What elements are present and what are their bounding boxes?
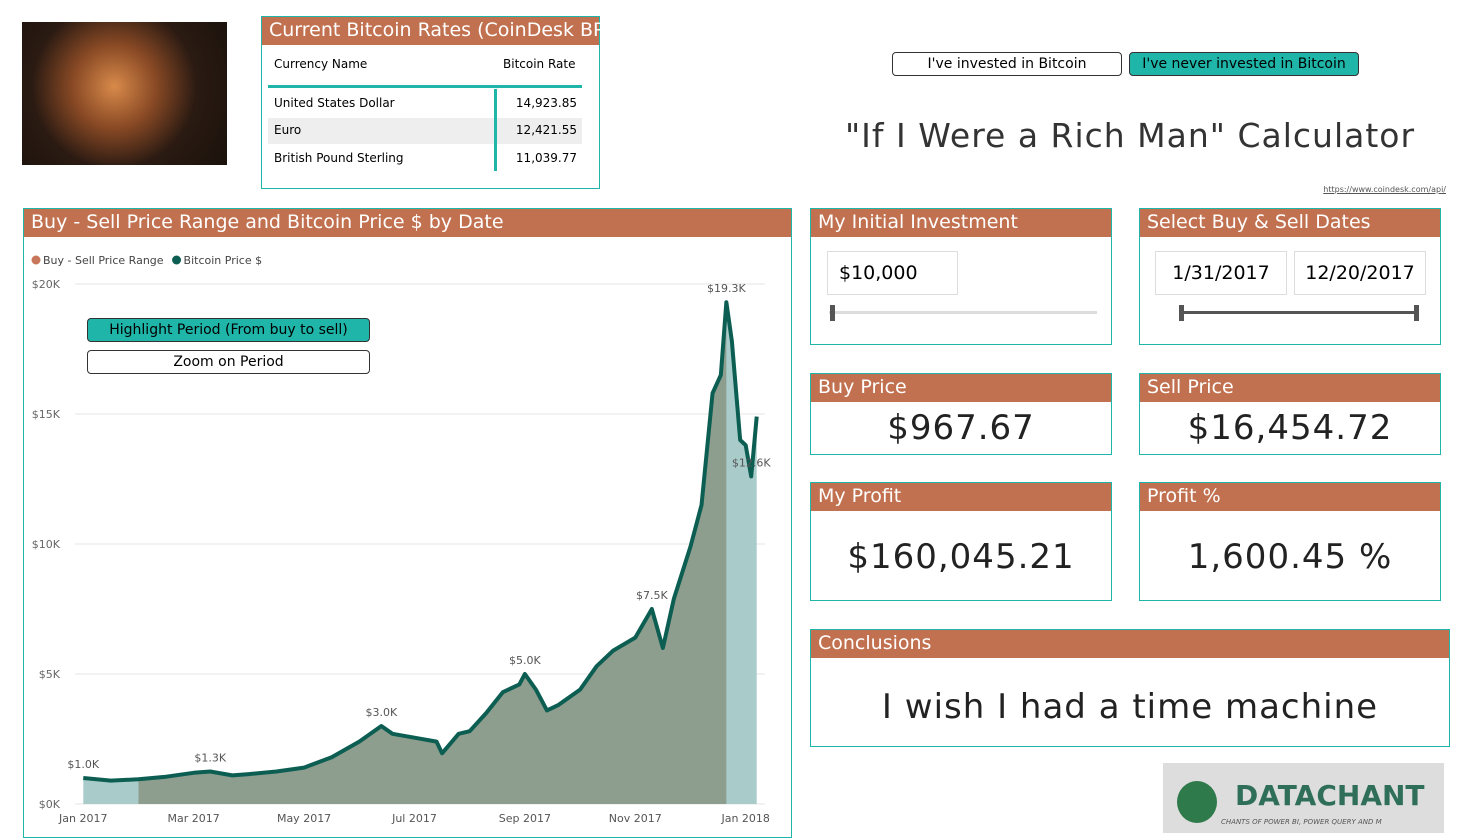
cell: United States Dollar: [274, 96, 395, 110]
toggle-button[interactable]: I've invested in Bitcoin: [892, 52, 1122, 76]
slider-track: [1180, 311, 1418, 314]
y-tick-label: $20K: [32, 278, 61, 291]
sell-price-card: Sell Price $16,454.72: [1139, 373, 1441, 455]
card-value: $160,045.21: [847, 537, 1075, 577]
data-label: $3.0K: [366, 706, 398, 719]
x-tick-label: Sep 2017: [499, 812, 551, 825]
buy-price-card: Buy Price $967.67: [810, 373, 1112, 455]
y-tick-label: $15K: [32, 408, 61, 421]
legend-marker: [31, 255, 41, 265]
x-tick-label: Jul 2017: [391, 812, 437, 825]
dates-card: Select Buy & Sell Dates 1/31/2017 12/20/…: [1139, 208, 1441, 345]
cell: Euro: [274, 123, 302, 137]
cell: 11,039.77: [515, 151, 577, 165]
source-link[interactable]: https://www.coindesk.com/api/: [1323, 185, 1446, 194]
column-rule: [494, 89, 497, 171]
card-value: $967.67: [887, 408, 1035, 448]
page-title: "If I Were a Rich Man" Calculator: [844, 116, 1416, 155]
data-label: $1.0K: [67, 758, 99, 771]
slider-handle[interactable]: [1179, 305, 1184, 321]
logo-name: DATACHANT: [1235, 779, 1425, 812]
chart-title: Buy - Sell Price Range and Bitcoin Price…: [24, 209, 791, 237]
profit-pct-card: Profit % 1,600.45 %: [1139, 482, 1441, 601]
bitcoin-image: [22, 22, 227, 165]
date-input[interactable]: 1/31/2017: [1155, 251, 1287, 295]
card-title: My Initial Investment: [811, 209, 1111, 237]
table-title: Current Bitcoin Rates (CoinDesk BPI): [262, 17, 618, 45]
column-header: Currency Name: [274, 57, 368, 71]
card-title: Select Buy & Sell Dates: [1140, 209, 1440, 237]
data-label: $1.3K: [194, 752, 226, 765]
x-tick-label: Jan 2017: [58, 812, 107, 825]
chart-button[interactable]: Highlight Period (From buy to sell): [87, 318, 370, 342]
header-rule: [268, 85, 582, 88]
legend-label: Bitcoin Price $: [184, 254, 263, 267]
card-value: 1,600.45 %: [1187, 537, 1393, 577]
line: [83, 300, 759, 783]
data-label: $19.3K: [707, 282, 746, 295]
x-tick-label: Jan 2018: [720, 812, 769, 825]
card-title: My Profit: [811, 483, 1111, 511]
chart-button[interactable]: Zoom on Period: [87, 350, 370, 374]
cell: 14,923.85: [515, 96, 577, 110]
logo-tagline: CHANTS OF POWER BI, POWER QUERY AND M: [1221, 818, 1382, 826]
column-header: Bitcoin Rate: [503, 57, 576, 71]
y-tick-label: $10K: [32, 538, 61, 551]
slider-handle[interactable]: [830, 305, 835, 321]
profit-card: My Profit $160,045.21: [810, 482, 1112, 601]
card-title: Buy Price: [811, 374, 1111, 402]
card-value: I wish I had a time machine: [881, 687, 1379, 727]
slider-handle[interactable]: [1414, 305, 1419, 321]
logo: DATACHANT CHANTS OF POWER BI, POWER QUER…: [1163, 763, 1444, 833]
card-value: $16,454.72: [1187, 408, 1393, 448]
card-title: Profit %: [1140, 483, 1440, 511]
x-tick-label: May 2017: [277, 812, 331, 825]
data-label: $12.6K: [732, 456, 771, 469]
input-box[interactable]: $10,000: [827, 251, 958, 295]
legend-marker: [172, 255, 182, 265]
slider-track: [829, 311, 1097, 314]
chart-panel: Buy - Sell Price Range and Bitcoin Price…: [23, 208, 792, 838]
date-input[interactable]: 12/20/2017: [1294, 251, 1426, 295]
y-tick-label: $5K: [39, 668, 61, 681]
cell: British Pound Sterling: [274, 151, 404, 165]
data-label: $5.0K: [509, 654, 541, 667]
investment-card: My Initial Investment $10,000: [810, 208, 1112, 345]
logo-icon: [1177, 781, 1217, 823]
conclusions-card: Conclusions I wish I had a time machine: [810, 629, 1450, 747]
y-tick-label: $0K: [39, 798, 61, 811]
card-title: Sell Price: [1140, 374, 1440, 402]
legend-label: Buy - Sell Price Range: [43, 254, 164, 267]
x-tick-label: Mar 2017: [168, 812, 220, 825]
data-label: $7.5K: [636, 589, 668, 602]
row-band: [268, 118, 582, 144]
card-title: Conclusions: [811, 630, 1449, 658]
cell: 12,421.55: [515, 123, 577, 137]
toggle-button[interactable]: I've never invested in Bitcoin: [1129, 52, 1359, 76]
x-tick-label: Nov 2017: [609, 812, 662, 825]
area: [138, 302, 727, 804]
rates-table: Current Bitcoin Rates (CoinDesk BPI) Cur…: [261, 16, 618, 189]
